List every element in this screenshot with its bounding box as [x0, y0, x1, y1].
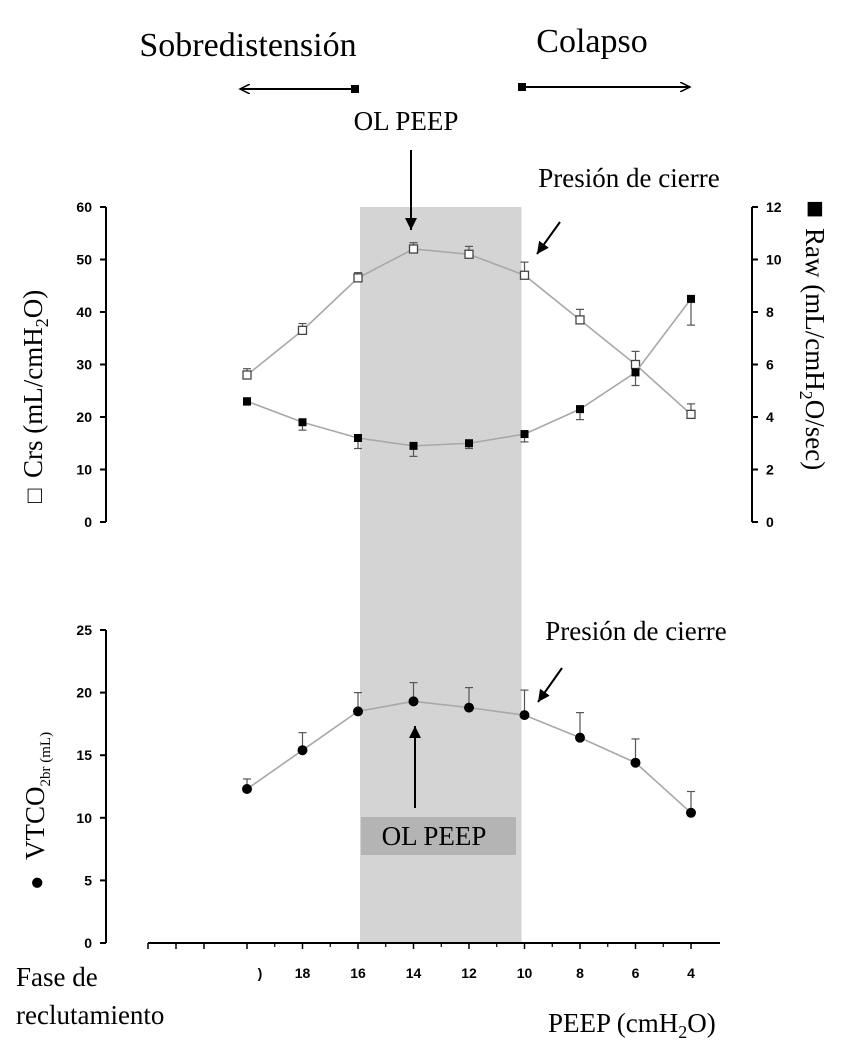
- collapse-label: Colapso: [536, 23, 647, 60]
- x-tick-label: 10: [517, 965, 533, 981]
- x-tick-label: 14: [406, 965, 422, 981]
- x-axis-label-main: PEEP (cmH: [548, 1008, 678, 1038]
- x-tick-label: 4: [687, 965, 695, 981]
- closing-pressure-top-arrow: [536, 221, 561, 255]
- top-right-tick-label: 10: [766, 252, 782, 268]
- raw-data-point: [298, 418, 307, 427]
- crs-data-point: [353, 273, 363, 283]
- crs-data-point: [408, 244, 419, 254]
- x-tick-label: 8: [576, 965, 584, 981]
- top-right-tick-label: 2: [766, 462, 774, 478]
- x-tick-label: ): [258, 965, 263, 981]
- top-left-tick-label: 40: [76, 304, 92, 320]
- bottom-left-tick-label: 15: [76, 747, 92, 763]
- x-tick-label: 6: [632, 965, 640, 981]
- raw-data-point: [520, 430, 529, 439]
- ol-peep-bottom-box: [361, 817, 516, 855]
- crs-axis-label: Crs (mL/cmH2O): [18, 290, 52, 478]
- vtco2-data-point: [353, 706, 363, 717]
- recruitment-phase-label-line2: reclutamiento: [16, 1000, 164, 1030]
- crs-axis-label-end: O): [18, 290, 48, 319]
- vtco2-data-point: [242, 784, 252, 795]
- x-axis-label-end: O): [687, 1008, 716, 1038]
- overdistension-label: Sobredistensión: [139, 27, 356, 64]
- crs-data-point: [242, 370, 252, 380]
- vtco2-axis-label: VTCO2br (mL): [20, 732, 54, 860]
- closing-pressure-top-label: Presión de cierre: [538, 163, 719, 193]
- bottom-left-axis-label: ● VTCO2br (mL): [20, 732, 54, 890]
- closing-pressure-bottom-arrow: [537, 667, 563, 703]
- vtco2-data-point: [630, 757, 641, 768]
- vtco2-data-point: [297, 745, 308, 756]
- raw-data-point: [243, 397, 251, 406]
- raw-data-point: [687, 294, 695, 303]
- vtco2-data-point: [408, 696, 419, 707]
- top-left-tick-label: 10: [76, 462, 92, 478]
- raw-data-point: [465, 439, 473, 448]
- ol-peep-top-label: OL PEEP: [354, 106, 459, 136]
- crs-marker-symbol: □: [22, 488, 48, 503]
- top-right-axis: 0 2 4 6 8 10 12: [751, 199, 782, 530]
- x-tick-label: 16: [350, 965, 366, 981]
- vtco2-data-point: [686, 807, 696, 818]
- crs-data-point: [575, 315, 585, 325]
- raw-data-point: [576, 405, 584, 414]
- vtco2-data-point: [464, 702, 474, 713]
- top-right-tick-label: 0: [766, 514, 774, 530]
- crs-data-point: [464, 249, 474, 259]
- recruitment-phase-label-line1: Fase de: [16, 962, 98, 992]
- bottom-left-tick-label: 20: [76, 685, 92, 701]
- overdistension-arrow-tail: [351, 85, 359, 93]
- crs-data-point: [630, 359, 641, 370]
- bottom-plot-area: [242, 681, 696, 818]
- vtco2-axis-label-main: VTCO: [20, 787, 50, 861]
- vtco2-axis-label-sub: 2br (mL): [38, 732, 54, 787]
- top-right-tick-label: 8: [766, 304, 774, 320]
- x-axis-label: PEEP (cmH2O): [548, 1008, 716, 1042]
- bottom-left-tick-label: 0: [84, 935, 92, 951]
- raw-axis-label-sub: 2: [796, 391, 816, 400]
- bottom-left-tick-label: 25: [76, 622, 92, 638]
- vtco2-data-point: [519, 710, 530, 721]
- x-tick-label: 18: [295, 965, 311, 981]
- crs-data-point: [297, 325, 308, 336]
- vtco2-marker-symbol: ●: [24, 876, 50, 891]
- top-right-tick-label: 6: [766, 357, 774, 373]
- top-left-tick-label: 60: [76, 199, 92, 215]
- crs-axis-label-sub: 2: [32, 318, 52, 327]
- top-right-tick-label: 4: [766, 409, 774, 425]
- raw-data-point: [354, 434, 362, 442]
- bottom-left-tick-label: 5: [84, 872, 92, 888]
- closing-pressure-bottom-label: Presión de cierre: [545, 616, 726, 646]
- crs-data-point: [686, 409, 696, 420]
- top-left-axis-label: □ Crs (mL/cmH2O): [18, 290, 52, 503]
- raw-data-point: [631, 368, 640, 377]
- x-tick-label: 12: [461, 965, 477, 981]
- raw-axis-label: Raw (mL/cmH2O/sec): [796, 228, 830, 470]
- raw-axis-label-end: O/sec): [800, 400, 830, 470]
- bottom-left-axis: 0 5 10 15 20 25: [76, 622, 107, 951]
- top-left-tick-label: 20: [76, 409, 92, 425]
- bottom-left-tick-label: 10: [76, 810, 92, 826]
- top-left-tick-label: 50: [76, 252, 92, 268]
- x-axis-label-sub: 2: [678, 1022, 687, 1042]
- raw-data-point: [409, 441, 418, 450]
- top-plot-area: [242, 242, 696, 457]
- top-left-tick-label: 30: [76, 357, 92, 373]
- crs-axis-label-main: Crs (mL/cmH: [18, 327, 48, 478]
- collapse-arrow-tail: [518, 83, 526, 91]
- top-right-axis-label: ■ Raw (mL/cmH2O/sec): [796, 200, 832, 470]
- crs-data-point: [519, 270, 530, 280]
- top-right-tick-label: 12: [766, 199, 782, 215]
- top-left-tick-label: 0: [84, 514, 92, 530]
- ol-peep-bottom-label: OL PEEP: [382, 821, 487, 851]
- raw-marker-symbol: ■: [799, 200, 832, 218]
- x-axis: ) 18 16 14 12 10 8 6 4: [147, 942, 720, 981]
- top-left-axis: 0 10 20 30 40 50 60: [76, 199, 107, 530]
- raw-axis-label-main: Raw (mL/cmH: [800, 228, 830, 391]
- vtco2-data-point: [575, 732, 585, 743]
